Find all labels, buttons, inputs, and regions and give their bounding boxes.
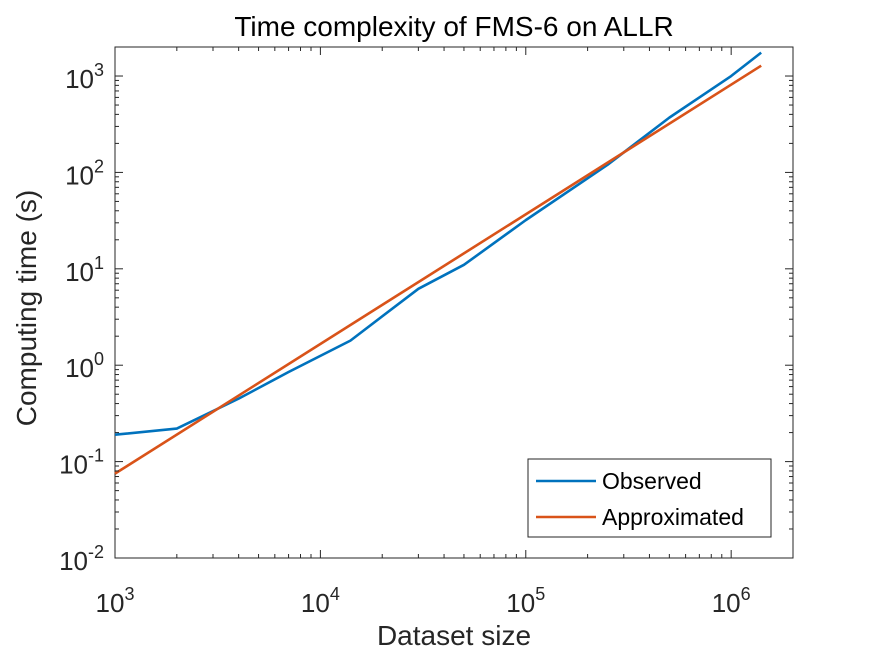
x-tick-base: 10 xyxy=(712,588,741,618)
legend-label: Observed xyxy=(602,468,702,494)
x-tick-exp: 4 xyxy=(330,584,340,604)
series-line-approximated xyxy=(114,64,762,475)
series-layer xyxy=(114,51,762,475)
y-tick-label: 10-1 xyxy=(59,446,104,480)
x-tick-label: 103 xyxy=(96,584,135,618)
y-tick-exp: 1 xyxy=(94,253,104,273)
x-tick-exp: 5 xyxy=(535,584,545,604)
y-tick-base: 10 xyxy=(65,64,94,94)
y-tick-base: 10 xyxy=(59,450,88,480)
y-axis-label: Computing time (s) xyxy=(11,190,42,427)
legend: Observed Approximated xyxy=(527,458,772,538)
y-tick-label: 102 xyxy=(65,156,104,190)
y-tick-exp: 0 xyxy=(94,349,104,369)
x-tick-exp: 6 xyxy=(741,584,751,604)
y-tick-label: 101 xyxy=(65,253,104,287)
y-tick-exp: -2 xyxy=(88,542,104,562)
chart-title: Time complexity of FMS-6 on ALLR xyxy=(234,11,673,42)
x-tick-exp: 3 xyxy=(124,584,134,604)
y-tick-exp: 3 xyxy=(94,60,104,80)
y-tick-label: 10-2 xyxy=(59,542,104,576)
y-tick-base: 10 xyxy=(59,546,88,576)
y-tick-base: 10 xyxy=(65,353,94,383)
legend-label: Approximated xyxy=(602,504,744,530)
x-tick-base: 10 xyxy=(506,588,535,618)
y-tick-base: 10 xyxy=(65,257,94,287)
y-tick-label: 100 xyxy=(65,349,104,383)
y-tick-exp: 2 xyxy=(94,156,104,176)
y-tick-base: 10 xyxy=(65,160,94,190)
y-tick-exp: -1 xyxy=(88,446,104,466)
series-line-observed xyxy=(114,51,762,437)
x-tick-label: 105 xyxy=(506,584,545,618)
x-tick-base: 10 xyxy=(96,588,125,618)
x-axis-ticks: 103 104 105 106 xyxy=(96,47,794,618)
x-tick-base: 10 xyxy=(301,588,330,618)
legend-box xyxy=(527,458,772,538)
x-axis-label: Dataset size xyxy=(377,620,531,651)
x-tick-label: 106 xyxy=(712,584,751,618)
y-tick-label: 103 xyxy=(65,60,104,94)
x-tick-label: 104 xyxy=(301,584,340,618)
